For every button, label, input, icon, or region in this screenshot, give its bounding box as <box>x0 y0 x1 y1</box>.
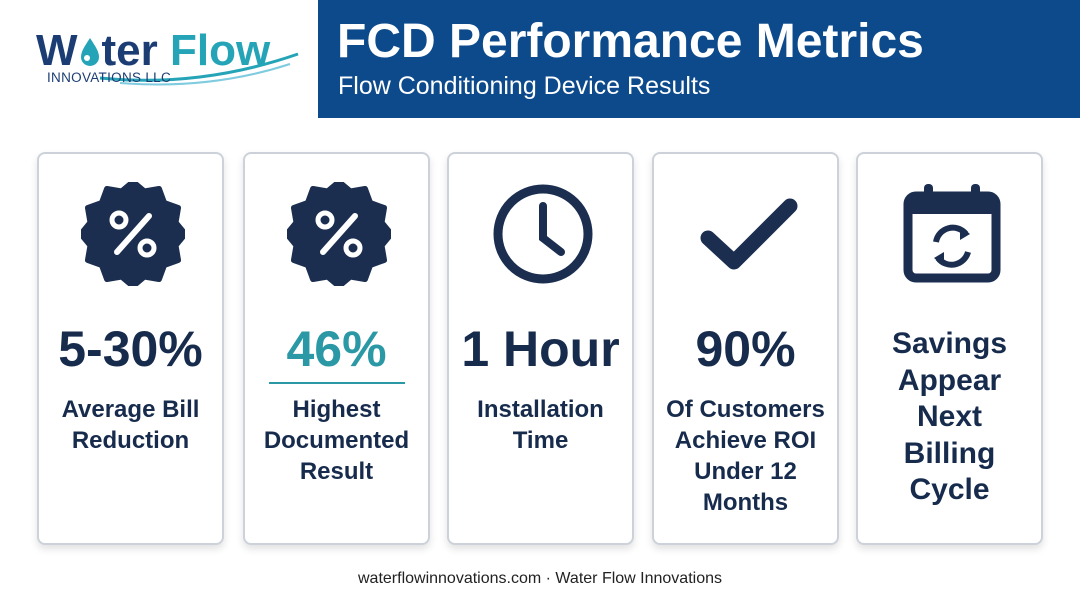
label-line: Average Bill <box>61 396 200 423</box>
label-line: Documented <box>263 427 410 454</box>
header-band <box>318 0 1080 118</box>
label-line: Billing <box>903 436 996 470</box>
metric-card: 46% Highest Documented Result <box>243 152 430 545</box>
logo-text: ter <box>101 26 158 75</box>
metric-card: 5-30% Average Bill Reduction <box>37 152 224 545</box>
logo-tagline: INNOVATIONS LLC <box>47 70 172 85</box>
metric-label: Highest Documented Result <box>245 394 428 487</box>
metric-card: Savings Appear Next Billing Cycle <box>856 152 1043 545</box>
metric-label: Installation Time <box>449 394 632 456</box>
footer: waterflowinnovations.com · Water Flow In… <box>358 570 722 587</box>
label-line: Months <box>702 489 789 516</box>
label-line: Of Customers <box>666 396 825 423</box>
icon <box>287 182 391 286</box>
label-line: Savings <box>891 327 1008 360</box>
label-line: Cycle <box>909 473 990 506</box>
icon <box>493 184 593 284</box>
logo-swoosh <box>99 52 299 86</box>
subtitle: Flow Conditioning Device Results <box>338 72 711 100</box>
metric-value: 90% <box>695 321 796 377</box>
title: FCD Performance Metrics <box>337 15 924 68</box>
metric-card: 90% Of Customers Achieve ROI Under 12 Months <box>652 152 839 545</box>
label-line: Reduction <box>71 427 190 454</box>
metric-value: 46% <box>286 321 387 377</box>
logo-drop <box>80 38 99 66</box>
metric-card: 1 Hour Installation Time <box>447 152 634 545</box>
label-line: Appear <box>897 363 1002 397</box>
icon <box>700 198 798 270</box>
metric-label: Average Bill Reduction <box>39 394 222 456</box>
label-line: Installation <box>477 396 604 423</box>
label-line: Highest <box>292 396 381 423</box>
underline <box>269 382 405 384</box>
metric-value: 1 Hour <box>461 321 620 377</box>
label-line: Result <box>299 458 374 485</box>
label-line: Achieve ROI <box>674 427 817 454</box>
label-line: Under 12 <box>694 458 797 485</box>
label-line: Time <box>512 427 569 454</box>
icon <box>903 184 1001 283</box>
metric-value: 5-30% <box>58 321 203 377</box>
logo-text: W <box>36 26 78 75</box>
label-line: Next <box>916 400 983 433</box>
metric-label: Savings Appear Next Billing Cycle <box>858 326 1041 509</box>
metric-label: Of Customers Achieve ROI Under 12 Months <box>654 394 837 518</box>
icon <box>81 182 185 286</box>
